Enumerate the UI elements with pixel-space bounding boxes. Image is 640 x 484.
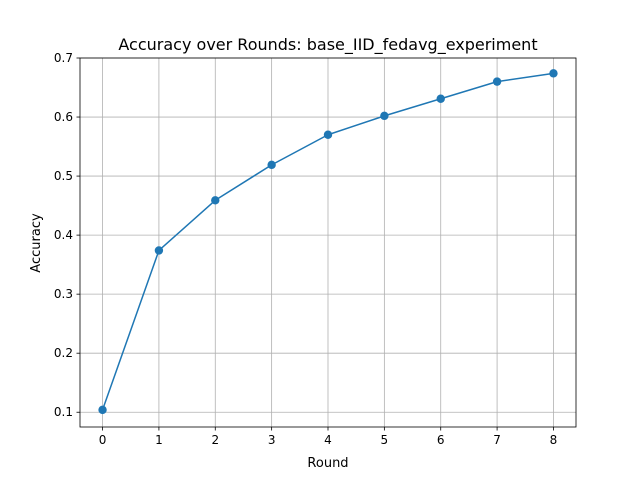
y-tick-label: 0.3 [54, 287, 73, 301]
data-point-marker [436, 94, 445, 103]
x-tick-label: 6 [437, 433, 445, 447]
y-axis-label: Accuracy [29, 213, 44, 273]
x-tick-label: 0 [99, 433, 107, 447]
x-tick-label: 7 [493, 433, 501, 447]
y-tick-label: 0.6 [54, 110, 73, 124]
y-tick-label: 0.7 [54, 51, 73, 65]
x-tick-label: 3 [268, 433, 276, 447]
x-tick-label: 5 [381, 433, 389, 447]
y-tick-label: 0.5 [54, 169, 73, 183]
x-tick-label: 8 [550, 433, 558, 447]
y-tick-label: 0.2 [54, 346, 73, 360]
x-tick-label: 2 [211, 433, 219, 447]
data-point-marker [211, 196, 220, 205]
data-point-marker [549, 69, 558, 78]
data-point-marker [98, 405, 107, 415]
x-tick-label: 1 [155, 433, 163, 447]
data-point-marker [380, 111, 389, 121]
y-tick-label: 0.1 [54, 405, 73, 419]
ticks: 0 1 2 3 4 5 6 7 8 0.1 0.2 0.3 0.4 0.5 0.6 0.7 [54, 51, 557, 447]
x-tick-label: 4 [324, 433, 332, 447]
x-axis-label: Round [307, 456, 348, 471]
data-point-marker [492, 77, 502, 86]
data-point-marker [154, 246, 164, 255]
chart-title: Accuracy over Rounds: base_IID_fedavg_ex… [118, 35, 537, 55]
series-layer [98, 69, 558, 415]
y-tick-label: 0.4 [54, 228, 73, 242]
data-point-marker [323, 130, 333, 139]
data-point-marker [267, 160, 276, 170]
